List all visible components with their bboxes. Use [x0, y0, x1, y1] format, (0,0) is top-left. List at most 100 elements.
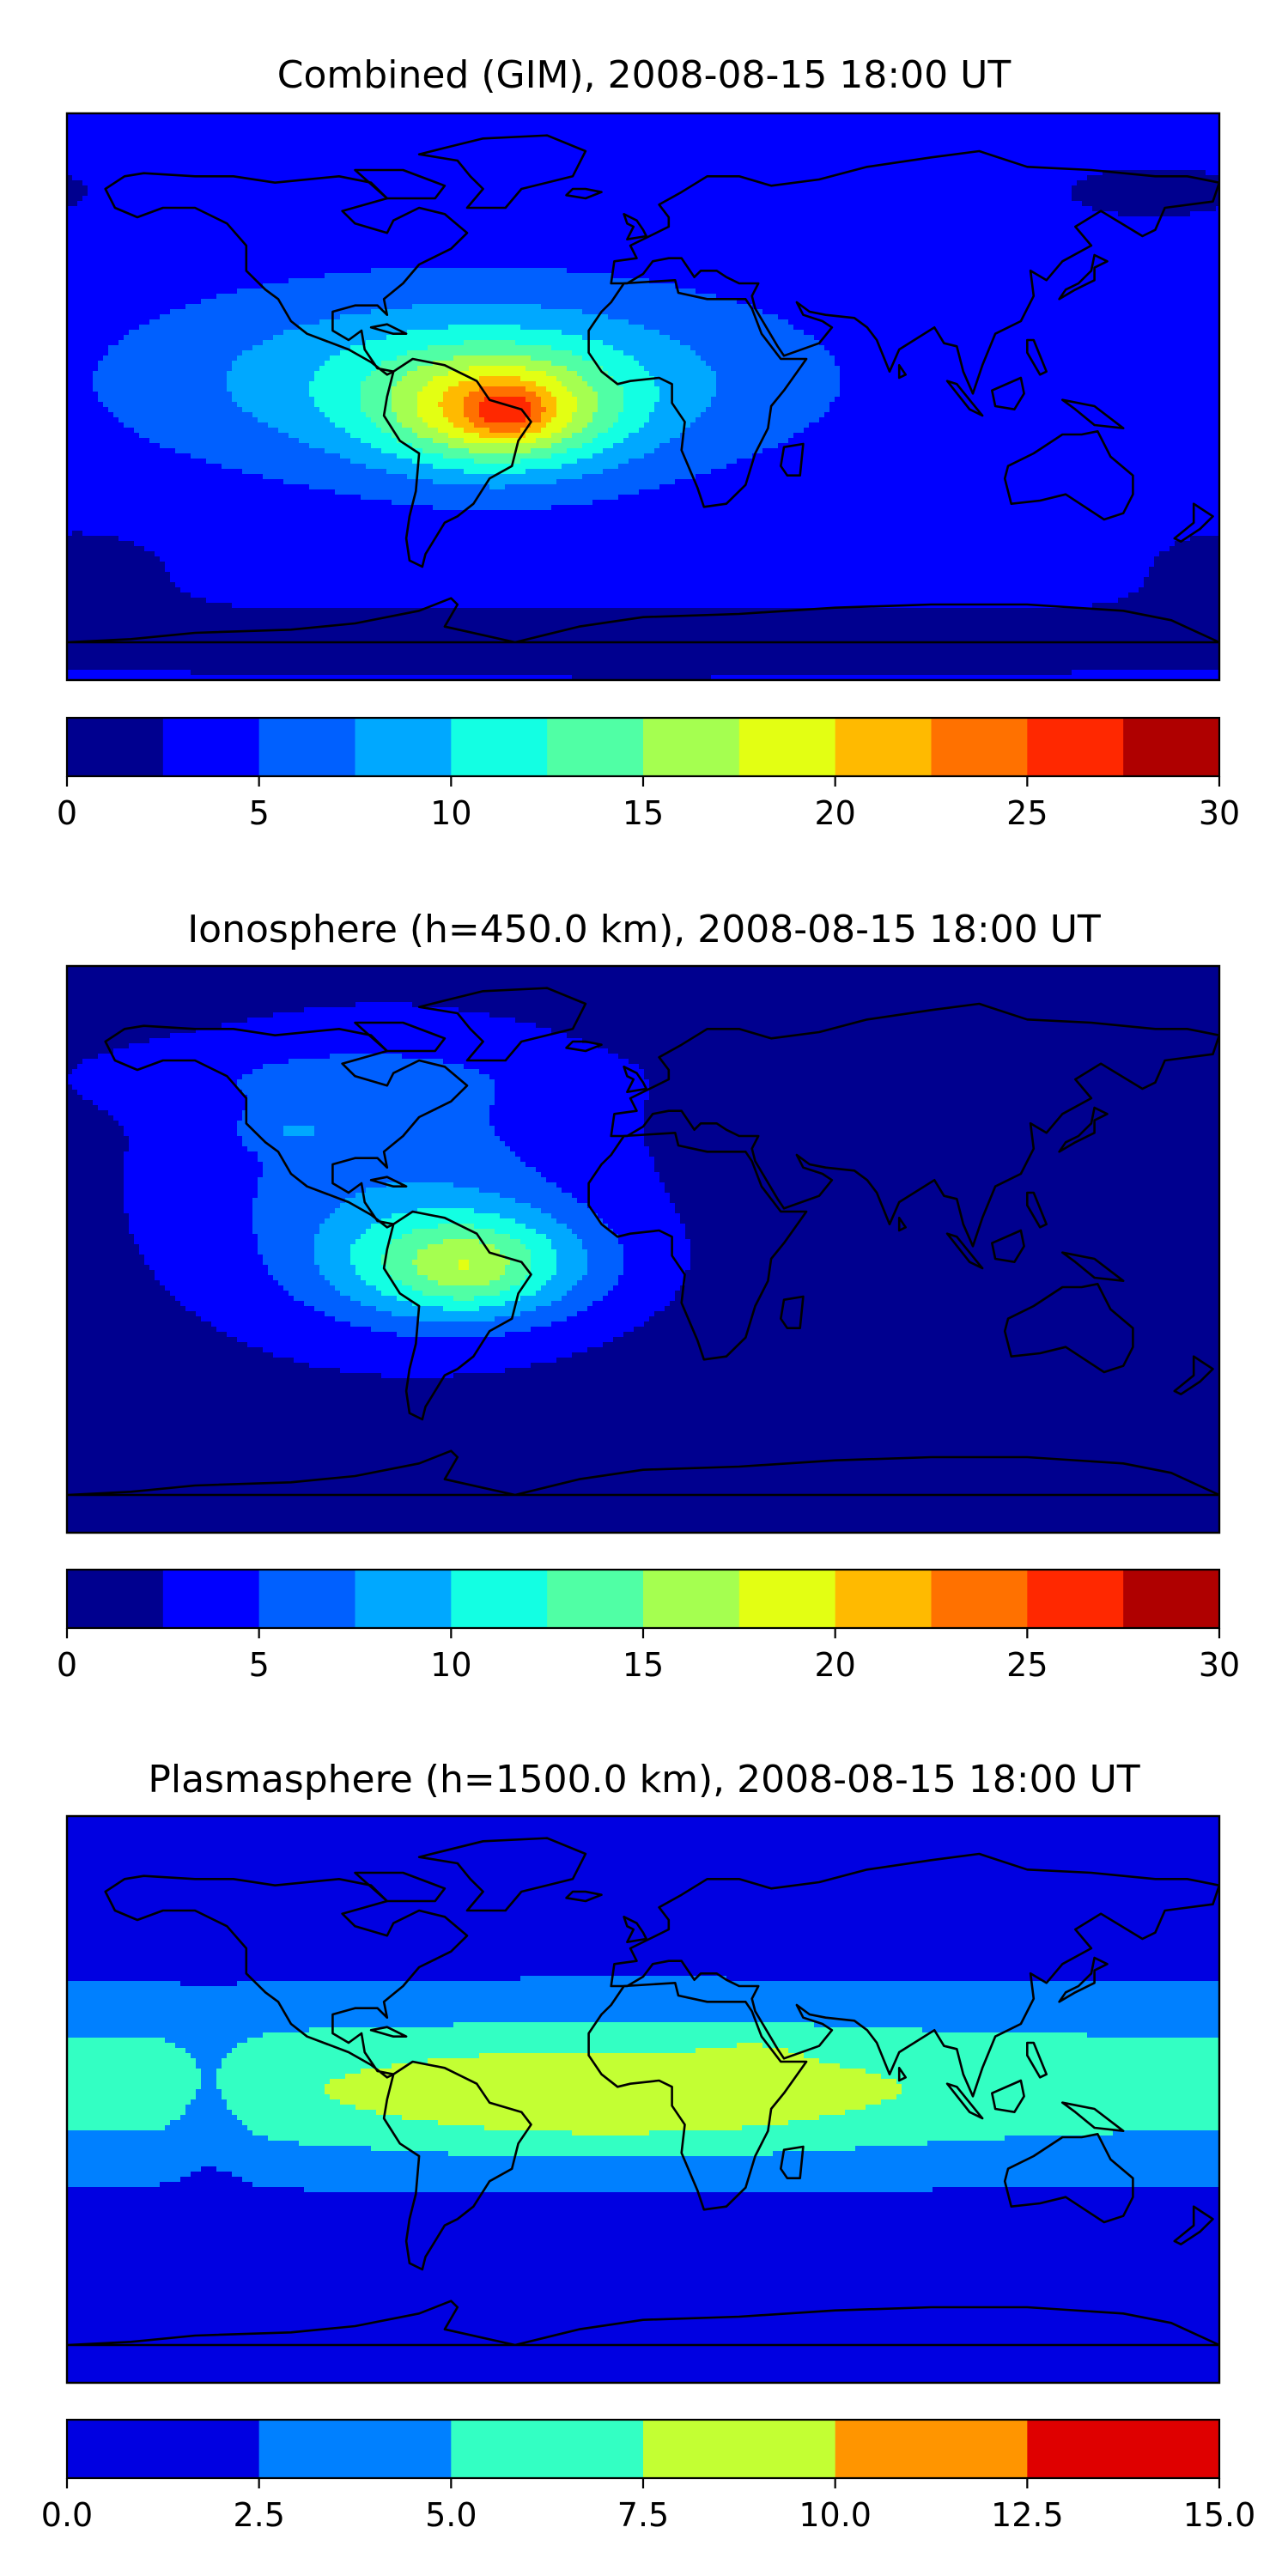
contour-cell: [294, 1358, 556, 1363]
contour-cell: [613, 376, 654, 381]
contour-cell: [618, 495, 1219, 500]
contour-cell: [381, 428, 412, 433]
contour-cell: [82, 196, 1072, 201]
contour-cell: [453, 422, 474, 428]
contour-cell: [350, 1321, 551, 1327]
contour-cell: [222, 464, 366, 469]
colorbar-tick-label: 5: [249, 794, 270, 832]
contour-cell: [201, 2074, 216, 2079]
coastline-sri-lanka: [897, 363, 907, 380]
contour-cell: [556, 1358, 1219, 1363]
coastline-japan: [1058, 1956, 1109, 2003]
contour-cell: [67, 294, 216, 299]
contour-cell: [67, 330, 129, 335]
contour-cell: [67, 1388, 1219, 1394]
contour-cell: [67, 2378, 1219, 2383]
contour-cell: [67, 355, 103, 361]
contour-cell: [510, 1146, 649, 1151]
contour-cell: [232, 397, 314, 402]
contour-cell: [804, 428, 1219, 433]
contour-cell: [531, 1260, 556, 1265]
contour-cell: [67, 1151, 124, 1157]
contour-cell: [67, 2115, 180, 2120]
contour-cell: [1175, 541, 1219, 546]
contour-cell: [67, 2244, 1219, 2249]
contour-cell: [350, 1296, 397, 1301]
contour-cell: [67, 2336, 1219, 2342]
colorbar-segment: [67, 718, 164, 776]
contour-cell: [866, 2069, 1219, 2074]
contour-cell: [263, 474, 407, 479]
contour-cell: [314, 1260, 350, 1265]
contour-cell: [118, 536, 1190, 541]
contour-cell: [67, 1162, 124, 1167]
contour-cell: [232, 2172, 1219, 2177]
contour-cell: [505, 1301, 551, 1306]
contour-cell: [397, 1332, 505, 1337]
coastline-iceland: [565, 1890, 603, 1903]
contour-cell: [67, 2326, 1219, 2331]
contour-cell: [536, 1167, 654, 1172]
contour-cell: [412, 1229, 495, 1234]
contour-cell: [526, 386, 546, 392]
contour-cell: [526, 1275, 551, 1280]
contour-cell: [289, 1291, 340, 1296]
contour-cell: [392, 402, 417, 407]
coastline-sri-lanka: [897, 1217, 907, 1232]
contour-cell: [603, 448, 654, 453]
colorbar-tick-label: 7.5: [617, 2496, 669, 2534]
contour-cell: [371, 2146, 855, 2151]
contour-cell: [67, 134, 1219, 139]
contour-cell: [469, 392, 536, 397]
contour-cell: [67, 325, 139, 330]
contour-cell: [562, 428, 582, 433]
contour-cell: [67, 350, 108, 355]
contour-cell: [469, 448, 531, 453]
contour-cell: [690, 345, 824, 350]
contour-cell: [325, 273, 613, 278]
contour-cell: [644, 1321, 1219, 1327]
contour-cell: [340, 350, 407, 355]
contour-cell: [67, 520, 1219, 526]
contour-cell: [67, 1358, 294, 1363]
contour-cell: [587, 1260, 623, 1265]
contour-cell: [67, 268, 371, 273]
contour-cell: [459, 1260, 469, 1265]
contour-cell: [1149, 567, 1219, 572]
contour-cell: [675, 1208, 1219, 1213]
contour-cell: [598, 1213, 680, 1218]
contour-cell: [67, 2280, 1219, 2285]
contour-cell: [386, 1182, 453, 1188]
contour-cell: [618, 381, 654, 386]
contour-cell: [479, 1188, 562, 1193]
contour-cell: [134, 1239, 258, 1244]
contour-cell: [67, 278, 289, 283]
contour-cell: [644, 1074, 1219, 1079]
contour-cell: [67, 1893, 1219, 1899]
contour-cell: [716, 392, 840, 397]
contour-cell: [222, 2089, 325, 2094]
contour-cell: [325, 1218, 381, 1224]
contour-cell: [165, 1285, 283, 1291]
colorbar-tick-label: 10.0: [799, 2496, 872, 2534]
contour-cell: [67, 2254, 1219, 2259]
contour-cell: [67, 191, 88, 196]
contour-cell: [515, 340, 603, 345]
contour-cell: [541, 1172, 659, 1177]
contour-cell: [407, 371, 448, 376]
coastline-eurasia: [610, 149, 1219, 395]
contour-cell: [201, 2079, 216, 2084]
contour-cell: [361, 386, 392, 392]
contour-cell: [417, 1208, 474, 1213]
contour-cell: [417, 392, 443, 397]
contour-cell: [531, 1327, 634, 1332]
contour-cell: [582, 428, 608, 433]
contour-cell: [598, 397, 623, 402]
colorbar-tick-label: 25: [1006, 1646, 1048, 1684]
contour-cell: [247, 2038, 1219, 2043]
contour-cell: [67, 479, 283, 484]
contour-cell: [237, 1981, 1219, 1986]
contour-cell: [67, 1244, 139, 1249]
contour-cell: [252, 1203, 340, 1208]
contour-cell: [675, 1203, 1219, 1208]
